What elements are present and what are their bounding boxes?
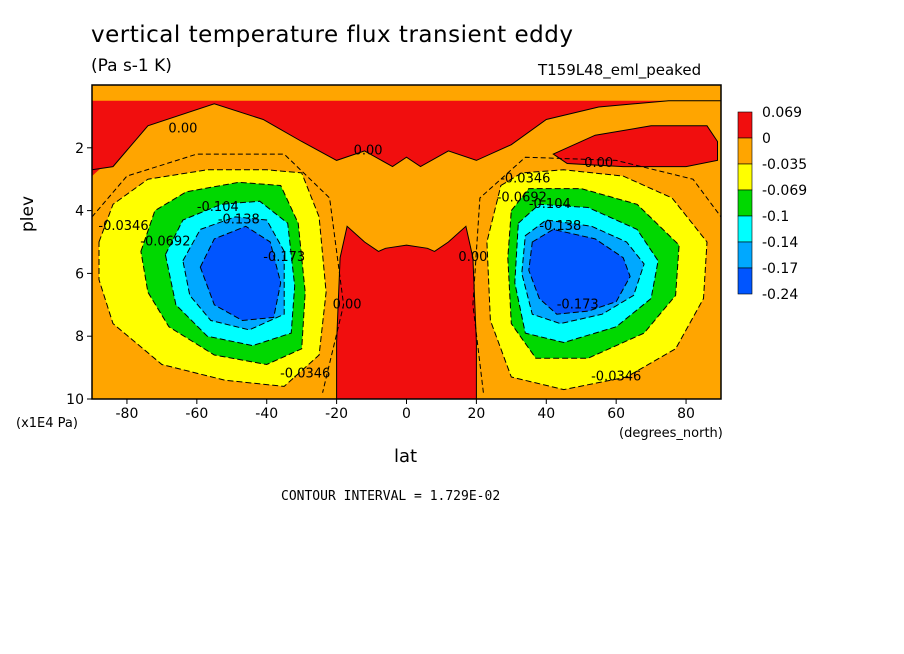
contour-label: 0.00 — [458, 250, 487, 265]
y-axis-label: plev — [18, 195, 38, 232]
left-cell-level-2 — [140, 182, 306, 365]
contour-label: -0.138 — [539, 219, 581, 234]
y-tick-label: 4 — [75, 204, 84, 220]
left-cell-level-3 — [165, 201, 295, 346]
zero-contour-top — [92, 100, 721, 171]
colorbar-label: -0.14 — [762, 235, 798, 251]
contour-labels: 0.000.000.000.000.00-0.0346-0.0692-0.104… — [98, 122, 641, 385]
y-tick-label: 8 — [75, 329, 84, 345]
contour-label: -0.0692 — [497, 191, 547, 206]
colorbar-label: -0.069 — [762, 183, 807, 199]
colorbar-label: -0.17 — [762, 261, 798, 277]
y-axis-unit: (x1E4 Pa) — [16, 416, 78, 431]
left-cell-level-4 — [182, 216, 285, 330]
contour-line — [98, 169, 327, 387]
left-cell-level-1 — [99, 169, 327, 387]
contour-fills — [92, 85, 721, 399]
right-cell-level-3 — [514, 204, 659, 343]
contour-label: -0.0346 — [280, 366, 330, 381]
right-cell-level-1 — [486, 169, 707, 390]
colorbar-label: -0.1 — [762, 209, 789, 225]
y-tick-label: 6 — [75, 266, 84, 282]
contour-label: -0.0692 — [140, 235, 190, 250]
x-tick-label: 0 — [402, 406, 411, 422]
y-tick-label: 10 — [66, 392, 84, 408]
run-id-label: T159L48_eml_peaked — [538, 61, 702, 79]
colorbar-label: -0.035 — [762, 157, 807, 173]
colorbar-legend: 0.069 0 -0.035 -0.069 -0.1 -0.14 -0.17 -0.24 — [737, 105, 807, 303]
x-axis-unit: (degrees_north) — [619, 426, 723, 441]
contour-lines — [92, 100, 721, 399]
contour-label: -0.104 — [197, 200, 239, 215]
outer-contour-left — [92, 153, 345, 393]
positive-region-top — [92, 100, 721, 170]
x-tick-label: -40 — [255, 406, 278, 422]
contour-label: -0.173 — [263, 250, 305, 265]
outer-contour-right — [472, 156, 721, 393]
positive-region-polar — [92, 103, 106, 177]
plot-frame — [91, 84, 722, 400]
contour-label: -0.173 — [557, 297, 599, 312]
positive-region-center — [336, 226, 477, 399]
right-cell-level-2 — [507, 188, 680, 359]
contour-line — [521, 219, 645, 325]
chart-title: vertical temperature flux transient eddy — [91, 22, 574, 48]
colorbar-swatch — [737, 111, 753, 139]
colorbar-swatch — [737, 163, 753, 191]
contour-line — [507, 188, 680, 359]
colorbar-swatch — [737, 189, 753, 217]
contour-interval-label: CONTOUR INTERVAL = 1.729E-02 — [281, 489, 501, 504]
x-tick-label: 80 — [677, 406, 695, 422]
x-axis-label: lat — [394, 446, 418, 467]
background-fill — [92, 85, 721, 399]
contour-line — [514, 203, 659, 344]
x-tick-label: -20 — [325, 406, 348, 422]
colorbar-label: 0 — [762, 131, 771, 147]
zero-contour-center — [336, 225, 477, 399]
x-tick-label: 40 — [537, 406, 555, 422]
colorbar-swatch — [737, 241, 753, 269]
x-tick-label: -80 — [116, 406, 139, 422]
right-cell-level-5 — [528, 229, 631, 315]
left-cell-level-5 — [200, 226, 281, 321]
contour-label: -0.0346 — [500, 172, 550, 187]
contour-label: -0.0346 — [98, 219, 148, 234]
contour-label: 0.00 — [168, 122, 197, 137]
colorbar-label: 0.069 — [762, 105, 802, 121]
units-label: (Pa s-1 K) — [91, 56, 172, 76]
contour-label: 0.00 — [333, 297, 362, 312]
x-tick-label: 60 — [607, 406, 625, 422]
contour-label: -0.104 — [529, 197, 571, 212]
x-tick-label: -60 — [185, 406, 208, 422]
colorbar-swatch — [737, 137, 753, 165]
contour-label: -0.0346 — [591, 370, 641, 385]
contour-line — [528, 228, 631, 315]
contour-line — [199, 225, 282, 322]
contour-line — [486, 169, 708, 391]
contour-label: 0.00 — [584, 156, 613, 171]
right-cell-level-4 — [521, 220, 645, 324]
x-tick-label: 20 — [467, 406, 485, 422]
colorbar-label: -0.24 — [762, 287, 798, 303]
contour-line — [182, 216, 285, 331]
y-tick-label: 2 — [75, 141, 84, 157]
axes: -80 -60 -40 -20 0 20 40 60 80 2 4 6 8 10 — [66, 141, 695, 422]
zero-contour-right — [552, 125, 718, 168]
colorbar-swatch — [737, 267, 753, 295]
colorbar-swatch — [737, 215, 753, 243]
contour-label: 0.00 — [354, 143, 383, 158]
contour-line — [164, 200, 296, 347]
contour-line — [140, 181, 306, 366]
contour-label: -0.138 — [218, 213, 260, 228]
positive-region-right — [553, 125, 718, 167]
